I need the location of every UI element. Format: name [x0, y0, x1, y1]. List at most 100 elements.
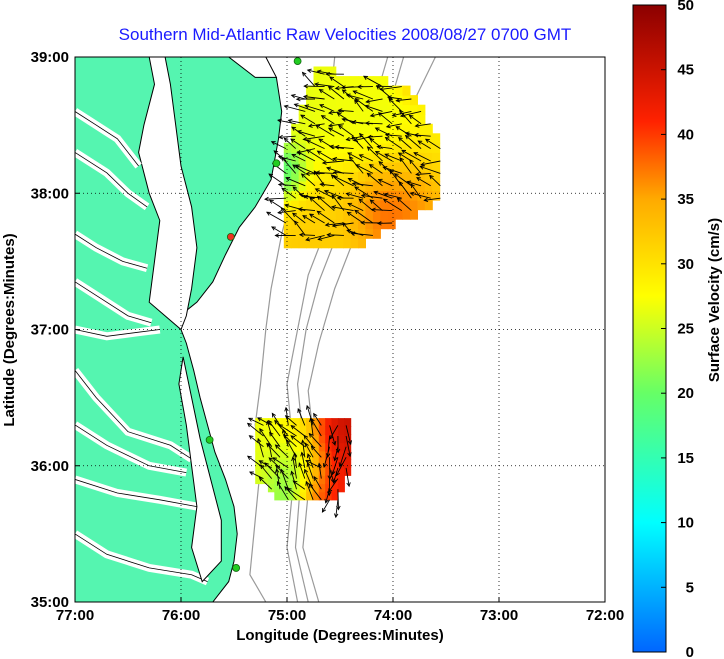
vector-arrow-south-head	[259, 464, 265, 470]
velocity-cell-south	[344, 418, 352, 427]
velocity-cell-south	[318, 442, 326, 452]
vector-arrow-north	[331, 194, 345, 211]
vector-arrow-north-head	[352, 90, 358, 95]
velocity-cell-north	[410, 200, 418, 211]
velocity-cell-north	[313, 200, 322, 211]
vector-arrow-north-head	[410, 183, 415, 189]
vector-arrow-south	[259, 477, 273, 490]
vector-arrow-north	[394, 173, 412, 187]
vector-arrow-north	[352, 183, 373, 187]
vector-arrow-north	[294, 103, 316, 112]
velocity-cell-north	[380, 209, 389, 220]
velocity-cell-south	[331, 450, 339, 460]
vector-arrow-north	[317, 150, 335, 162]
vector-arrow-north-head	[308, 213, 314, 218]
vector-arrow-south-head	[280, 468, 285, 474]
velocity-cell-north	[283, 171, 292, 182]
velocity-cell-north	[343, 181, 352, 192]
vector-arrow-north	[291, 153, 306, 162]
velocity-cell-south	[306, 491, 314, 501]
vector-arrow-north-head	[291, 153, 297, 158]
velocity-cell-north	[350, 181, 359, 192]
vector-arrow-south	[274, 420, 289, 437]
vector-arrow-south-head	[284, 415, 290, 420]
vector-arrow-south	[260, 464, 273, 479]
x-tick-label: 74:00	[374, 607, 412, 624]
vector-arrow-north	[317, 195, 335, 211]
velocity-cell-south	[293, 475, 301, 485]
velocity-cell-north	[313, 85, 322, 96]
velocity-cell-north	[432, 190, 441, 201]
vector-arrow-north-head	[306, 68, 312, 74]
velocity-cell-south	[306, 442, 314, 452]
vector-arrow-north	[304, 85, 325, 88]
velocity-cell-north	[291, 133, 300, 144]
velocity-cell-north	[358, 181, 366, 192]
velocity-cell-north	[380, 200, 389, 211]
vector-arrow-south-head	[300, 451, 305, 457]
velocity-cell-north	[328, 66, 337, 77]
velocity-cell-south	[267, 467, 275, 476]
velocity-cell-north	[306, 200, 315, 211]
velocity-cell-north	[365, 161, 374, 172]
velocity-cell-north	[306, 181, 315, 192]
vector-arrow-north	[421, 160, 441, 166]
vector-arrow-north-head	[376, 221, 382, 226]
vector-arrow-north	[271, 226, 287, 236]
vector-arrow-north-head	[331, 194, 336, 199]
vector-arrow-north-head	[298, 192, 304, 198]
velocity-cell-north	[395, 200, 404, 211]
vector-arrow-south-head	[335, 471, 340, 477]
vector-arrow-north	[410, 183, 422, 199]
vector-arrow-north	[306, 149, 325, 162]
vector-arrow-north	[278, 210, 296, 214]
vector-arrow-north-head	[364, 121, 370, 126]
velocity-cell-north	[335, 181, 344, 192]
vector-arrow-north-head	[321, 160, 327, 165]
velocity-cell-north	[313, 152, 322, 163]
vector-arrow-north	[266, 211, 287, 224]
velocity-cell-north	[395, 171, 404, 182]
velocity-cell-south	[318, 458, 326, 468]
vector-arrow-south	[339, 446, 347, 467]
vector-arrow-north-head	[285, 177, 291, 182]
vector-arrow-north-head	[345, 93, 351, 98]
velocity-cell-south	[287, 434, 294, 444]
velocity-cell-north	[320, 228, 329, 239]
velocity-cell-south	[255, 418, 263, 427]
velocity-cell-north	[335, 95, 344, 106]
velocity-cell-north	[320, 152, 329, 163]
vector-arrow-north-head	[409, 191, 415, 197]
vector-arrow-south-head	[284, 406, 289, 412]
velocity-cell-north	[365, 228, 374, 239]
vector-arrow-north-head	[397, 152, 403, 157]
vector-arrow-north	[380, 86, 402, 90]
velocity-cell-south	[255, 450, 263, 460]
vector-arrow-north	[405, 135, 422, 149]
vector-arrow-north	[425, 138, 441, 149]
radar-station-marker	[232, 564, 241, 572]
vector-arrow-north-head	[347, 202, 353, 207]
river-bank	[75, 370, 192, 460]
vector-arrow-south-head	[300, 439, 306, 445]
vector-arrow-north-head	[319, 104, 325, 109]
vector-arrow-south	[305, 481, 314, 500]
vector-arrow-south	[249, 435, 264, 448]
velocity-cell-north	[298, 238, 307, 249]
vector-arrow-south	[269, 432, 281, 447]
velocity-cell-north	[320, 104, 329, 115]
velocity-cell-north	[335, 123, 344, 134]
velocity-cell-south	[293, 418, 301, 427]
vector-arrow-north	[264, 197, 287, 200]
velocity-cell-north	[358, 85, 366, 96]
velocity-cell-south	[280, 442, 288, 452]
vector-arrow-south	[345, 467, 350, 487]
velocity-cell-north	[298, 200, 307, 211]
velocity-cell-south	[255, 458, 263, 468]
vector-arrow-south-head	[268, 457, 274, 462]
vector-arrow-south-head	[248, 435, 254, 440]
velocity-cell-south	[261, 426, 269, 435]
vector-arrow-north-head	[277, 118, 283, 124]
vector-arrow-north-head	[328, 110, 333, 115]
vector-arrow-south-head	[268, 419, 273, 425]
